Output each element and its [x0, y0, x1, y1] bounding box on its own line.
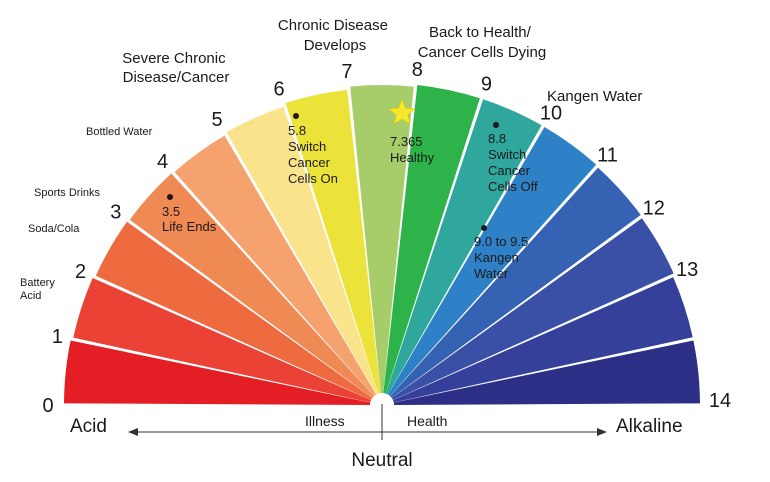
- ph-number-0: 0: [42, 395, 53, 417]
- ph-segment-6: [285, 89, 381, 394]
- ph-number-10: 10: [540, 102, 562, 124]
- ph-segment-3: [129, 173, 374, 398]
- ph-segment-13: [392, 277, 693, 403]
- label-battery-acid: Battery Acid: [20, 277, 58, 302]
- label-back-to-health: Back to Health/ Cancer Cells Dying: [418, 24, 546, 61]
- annotation-life-ends: 3.5 Life Ends: [162, 204, 217, 234]
- ph-segment-0: [64, 340, 371, 405]
- label-soda-cola: Soda/Cola: [28, 223, 80, 235]
- ph-segment-5: [226, 106, 379, 395]
- label-acid: Acid: [70, 416, 107, 437]
- ph-number-6: 6: [274, 78, 285, 100]
- ph-number-8: 8: [412, 59, 423, 81]
- dot-kangen-range: [481, 225, 487, 231]
- ph-segments: [64, 84, 700, 405]
- ph-number-13: 13: [676, 259, 698, 281]
- star-icon: [388, 98, 416, 125]
- ph-number-5: 5: [211, 109, 222, 131]
- label-neutral: Neutral: [351, 450, 412, 471]
- ph-segment-14: [393, 340, 700, 405]
- ph-number-2: 2: [75, 261, 86, 283]
- ph-number-11: 11: [597, 145, 618, 167]
- ph-number-9: 9: [481, 74, 492, 96]
- ph-segment-10: [388, 126, 597, 397]
- ph-number-12: 12: [643, 198, 665, 220]
- arrow-right-icon: [597, 428, 607, 436]
- ph-number-3: 3: [110, 202, 121, 224]
- ph-number-14: 14: [709, 390, 731, 412]
- label-alkaline: Alkaline: [616, 416, 683, 437]
- ph-number-4: 4: [157, 151, 168, 173]
- dot-switch-on: [293, 113, 299, 119]
- ph-number-7: 7: [341, 61, 352, 83]
- arrow-left-icon: [128, 428, 138, 436]
- label-health: Health: [407, 413, 447, 429]
- ph-segment-1: [73, 277, 372, 403]
- label-bottled-water: Bottled Water: [86, 126, 153, 138]
- ph-segment-2: [95, 221, 373, 401]
- ph-segment-7: [350, 84, 414, 394]
- ph-segment-12: [391, 218, 674, 401]
- label-sports-drinks: Sports Drinks: [34, 187, 101, 199]
- label-illness: Illness: [305, 413, 345, 429]
- label-chronic-develops: Chronic Disease Develops: [278, 17, 392, 54]
- label-kangen-water: Kangen Water: [547, 88, 642, 105]
- annotation-switch-on: 5.8 Switch Cancer Cells On: [288, 123, 338, 186]
- dot-switch-off: [493, 122, 499, 128]
- dot-life-ends: [167, 194, 173, 200]
- ph-segment-9: [385, 99, 542, 395]
- annotation-kangen-range: 9.0 to 9.5 Kangen Water: [474, 234, 532, 281]
- ph-number-1: 1: [52, 326, 63, 348]
- ph-segment-4: [174, 135, 376, 397]
- annotation-switch-off: 8.8 Switch Cancer Cells Off: [488, 131, 538, 194]
- label-severe-chronic: Severe Chronic Disease/Cancer: [122, 50, 230, 86]
- ph-segment-11: [390, 167, 641, 398]
- ph-segment-8: [383, 84, 480, 394]
- annotation-healthy: 7.365 Healthy: [390, 134, 435, 165]
